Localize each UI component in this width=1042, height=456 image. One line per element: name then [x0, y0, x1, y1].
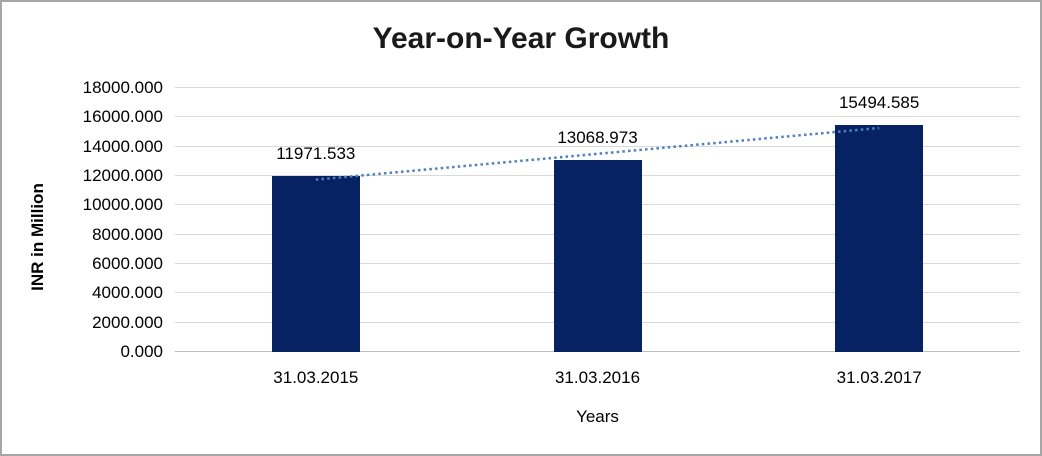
y-tick-label: 16000.000	[82, 107, 163, 127]
y-axis-tick-labels: 18000.000 16000.000 14000.000 12000.000 1000…	[2, 78, 163, 361]
y-tick-label: 4000.000	[92, 283, 163, 303]
trendline-dotted-line	[315, 126, 880, 181]
gridline	[175, 145, 1020, 147]
plot-area: 11971.533 13068.973 15494.585	[175, 87, 1020, 352]
data-label: 11971.533	[276, 144, 356, 164]
trendline	[315, 126, 880, 181]
bar-31.03.2017	[835, 124, 924, 352]
bar-31.03.2016	[553, 160, 642, 352]
y-tick-label: 6000.000	[92, 254, 163, 273]
y-tick-label: 8000.000	[92, 224, 163, 244]
chart-title: Year-on-Year Growth	[372, 22, 670, 55]
data-label: 15494.585	[838, 92, 920, 112]
data-label: 13068.973	[557, 128, 638, 148]
x-axis-category-labels: 31.03.2015 31.03.2016 31.03.2017	[175, 368, 1020, 388]
gridline	[175, 87, 1020, 88]
gridline	[175, 116, 1020, 118]
x-category-label: 31.03.2015	[273, 368, 359, 387]
y-tick-label: 18000.000	[82, 78, 163, 97]
y-tick-label: 10000.000	[82, 195, 163, 215]
bar-31.03.2015	[271, 176, 360, 352]
y-tick-label: 0.000	[120, 342, 163, 361]
y-tick-label: 12000.000	[82, 166, 163, 185]
x-category-label: 31.03.2017	[836, 368, 922, 387]
y-tick-label: 14000.000	[82, 136, 163, 156]
y-tick-label: 2000.000	[92, 312, 163, 332]
x-axis-title: Years	[576, 407, 619, 426]
x-category-label: 31.03.2016	[554, 368, 641, 387]
